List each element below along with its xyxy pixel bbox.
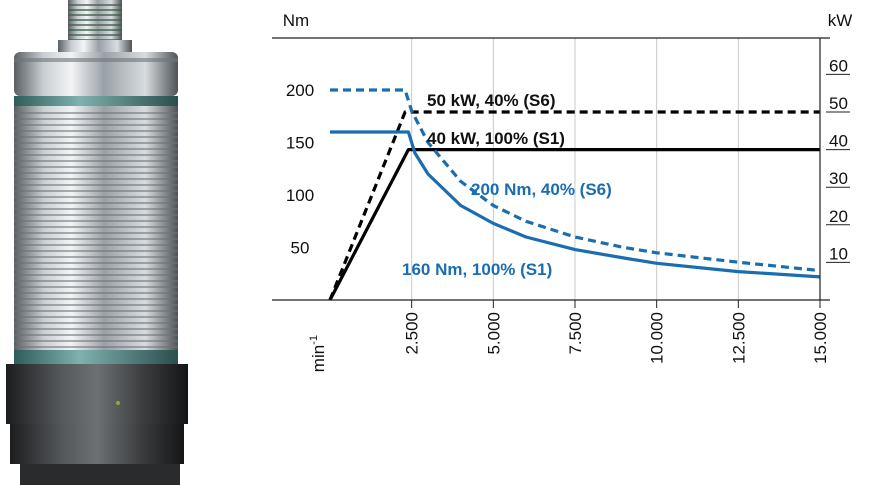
series-label-s1-power: 40 kW, 100% (S1)	[427, 129, 565, 148]
spindle-fin	[14, 298, 178, 300]
chart-axes	[272, 37, 830, 301]
spindle-fin	[14, 190, 178, 192]
x-tick-group: 7.500	[566, 312, 585, 355]
spindle-fin	[14, 268, 178, 270]
spindle-fin	[14, 214, 178, 216]
y-right-tick-label: 50	[829, 94, 848, 113]
spindle-fin	[14, 160, 178, 162]
x-tick-group: 5.000	[484, 312, 503, 355]
spindle-thread	[68, 9, 122, 11]
x-tick-label: 12.500	[729, 312, 748, 364]
chart-series	[328, 88, 821, 301]
y-left-tick-label: 100	[286, 186, 314, 205]
spindle-fin	[14, 244, 178, 246]
x-tick-label: 7.500	[566, 312, 585, 355]
spindle-thread	[68, 19, 122, 21]
spindle-fin	[14, 178, 178, 180]
spindle-fin	[14, 172, 178, 174]
spindle-fin	[14, 232, 178, 234]
spindle-fin	[14, 202, 178, 204]
spindle-fin	[14, 304, 178, 306]
spindle-fin	[14, 292, 178, 294]
y-right-tick-label: 10	[829, 244, 848, 263]
x-tick-group: 2.500	[403, 312, 422, 355]
y-left-tick-label: 50	[291, 239, 310, 258]
x-tick-group: 15.000	[811, 312, 830, 364]
spindle-fin	[14, 286, 178, 288]
series-line-2	[330, 88, 821, 273]
series-line-3	[330, 130, 821, 279]
y-left-unit: Nm	[283, 11, 309, 30]
spindle-fin	[14, 328, 178, 330]
x-tick-label: 10.000	[648, 312, 667, 364]
spindle-fin	[14, 118, 178, 120]
spindle-fin	[14, 184, 178, 186]
chart-ticks: 50 100 150 200 10 20 30 40 50 60 2.500 5.000 7.500 10…	[286, 56, 850, 364]
spindle-fin	[14, 250, 178, 252]
spindle-thread	[68, 24, 122, 26]
series-line-0	[328, 110, 820, 301]
spindle-fin	[14, 226, 178, 228]
spindle-fin	[14, 196, 178, 198]
x-unit-text: min	[309, 345, 328, 372]
series-line-1	[328, 148, 820, 301]
spindle-thread	[68, 4, 122, 6]
x-tick-label: 5.000	[484, 312, 503, 355]
spindle-fin	[14, 316, 178, 318]
spindle-thread	[68, 29, 122, 31]
chart-grid	[411, 38, 821, 300]
spindle-fin	[14, 340, 178, 342]
spindle-fin	[14, 148, 178, 150]
y-left-tick-label: 150	[286, 134, 314, 153]
spindle-thread	[68, 14, 122, 16]
x-tick-group: 12.500	[729, 312, 748, 364]
spindle-thread	[68, 34, 122, 36]
spindle-fin	[14, 256, 178, 258]
series-label-s6-torque: 200 Nm, 40% (S6)	[471, 180, 612, 199]
spindle-fin	[14, 124, 178, 126]
spindle-fin	[14, 280, 178, 282]
spindle-fin	[14, 310, 178, 312]
y-right-tick-label: 40	[829, 132, 848, 151]
spindle-fin	[14, 136, 178, 138]
series-label-s1-torque: 160 Nm, 100% (S1)	[402, 260, 552, 279]
y-right-unit: kW	[828, 11, 853, 30]
x-unit-exponent: -1	[308, 335, 320, 345]
spindle-motor-image	[6, 0, 188, 485]
spindle-fin	[14, 112, 178, 114]
spindle-fin	[14, 262, 178, 264]
x-unit-label: min-1	[308, 335, 328, 372]
spindle-fin	[14, 274, 178, 276]
x-tick-label: 2.500	[403, 312, 422, 355]
spindle-fin	[14, 220, 178, 222]
spindle-fin	[14, 322, 178, 324]
spindle-fin	[14, 346, 178, 348]
y-right-tick-label: 20	[829, 207, 848, 226]
spindle-fin	[14, 334, 178, 336]
y-right-tick-label: 30	[829, 169, 848, 188]
spindle-fin	[14, 154, 178, 156]
y-left-tick-label: 200	[286, 81, 314, 100]
x-tick-group: 10.000	[648, 312, 667, 364]
spindle-fin	[14, 208, 178, 210]
spindle-fin	[14, 130, 178, 132]
spindle-fin	[14, 166, 178, 168]
y-right-tick-label: 60	[829, 56, 848, 75]
spindle-fin	[14, 238, 178, 240]
spindle-fin	[14, 142, 178, 144]
series-label-s6-power: 50 kW, 40% (S6)	[427, 91, 556, 110]
x-tick-label: 15.000	[811, 312, 830, 364]
